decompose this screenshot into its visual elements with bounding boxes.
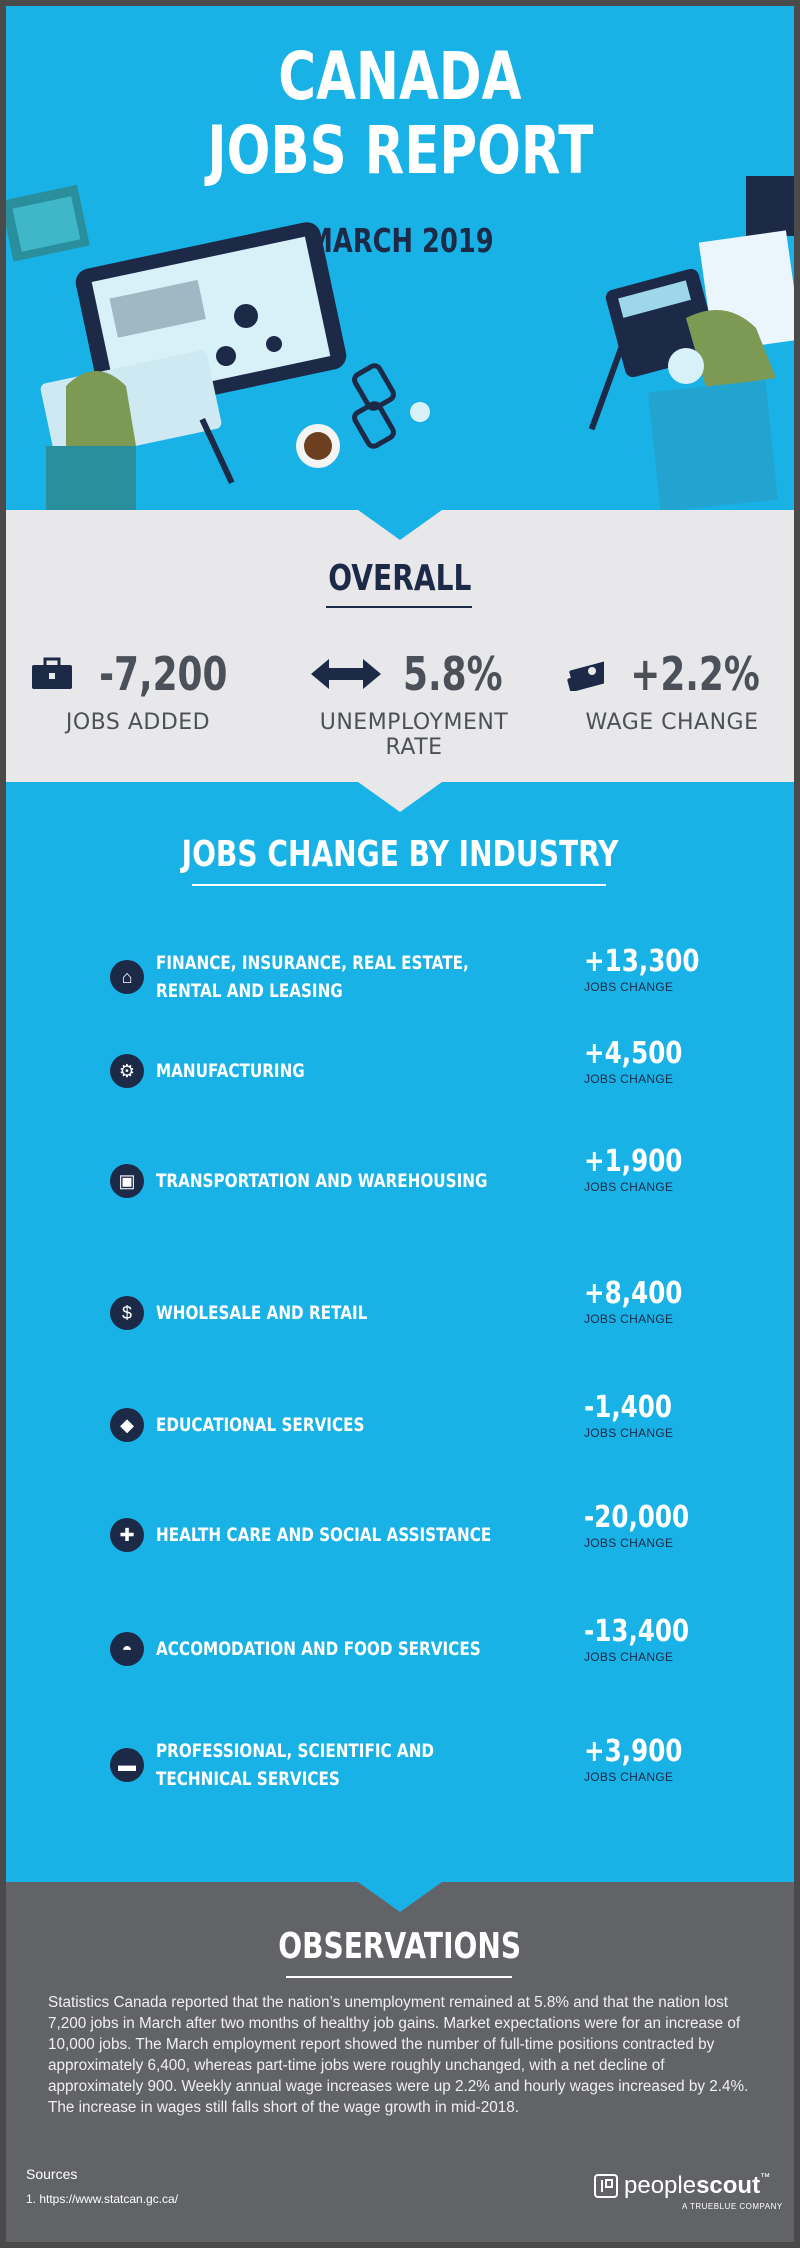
- peoplescout-logo: people scout ™ A TRUEBLUE COMPANY: [594, 2172, 783, 2211]
- jobs-change-label: JOBS CHANGE: [584, 1312, 674, 1326]
- industry-name-line2: RENTAL AND LEASING: [156, 980, 343, 1002]
- industry-name-line2: TECHNICAL SERVICES: [156, 1768, 340, 1790]
- jobs-change-value: -13,400: [584, 1614, 690, 1649]
- box-icon: ▣: [110, 1164, 144, 1198]
- hero-section: CANADA JOBS REPORT MARCH 2019: [6, 6, 794, 510]
- desk-illustration: [6, 176, 794, 510]
- briefcase-icon: ▬: [110, 1748, 144, 1782]
- notch-divider: [358, 782, 442, 812]
- jobs-change-label: JOBS CHANGE: [584, 1770, 674, 1784]
- money-stack-icon: [567, 659, 604, 691]
- food-cloche-icon: ◓: [110, 1632, 144, 1666]
- jobs-change-value: -20,000: [584, 1500, 690, 1535]
- observations-section: OBSERVATIONS Statistics Canada reported …: [6, 1882, 794, 2242]
- industry-name-line1: HEALTH CARE AND SOCIAL ASSISTANCE: [156, 1524, 492, 1546]
- price-tag-icon: $: [110, 1296, 144, 1330]
- observations-heading: OBSERVATIONS: [278, 1926, 522, 1967]
- jobs-change-label: JOBS CHANGE: [584, 1426, 674, 1440]
- jobs-change-label: JOBS CHANGE: [584, 1072, 674, 1086]
- jobs-change-value: +13,300: [584, 944, 700, 979]
- jobs-change-label: JOBS CHANGE: [584, 1180, 674, 1194]
- house-icon: ⌂: [110, 960, 144, 994]
- gear-icon: ⚙: [110, 1054, 144, 1088]
- heading-underline: [286, 1976, 512, 1978]
- industry-name-line1: FINANCE, INSURANCE, REAL ESTATE,: [156, 952, 469, 974]
- brand-name-part1: people: [624, 2172, 697, 2199]
- stat-label: UNEMPLOYMENT RATE: [319, 710, 509, 760]
- industry-name-line1: ACCOMODATION AND FOOD SERVICES: [156, 1638, 481, 1660]
- industry-name-line1: WHOLESALE AND RETAIL: [156, 1302, 368, 1324]
- double-arrow-icon: [311, 659, 382, 689]
- overall-heading: OVERALL: [328, 558, 472, 599]
- sources-label: Sources: [26, 2166, 78, 2182]
- infographic: CANADA JOBS REPORT MARCH 2019 OVERALL -7…: [6, 6, 794, 2242]
- source-link[interactable]: 1. https://www.statcan.gc.ca/: [26, 2192, 179, 2206]
- notch-divider: [358, 1882, 442, 1912]
- medical-cross-icon: ✚: [110, 1518, 144, 1552]
- graduation-cap-icon: ◆: [110, 1408, 144, 1442]
- industry-name-line1: PROFESSIONAL, SCIENTIFIC AND: [156, 1740, 435, 1762]
- overall-section: OVERALL -7,200 JOBS ADDED 5.8% UNEMPLOYM…: [6, 510, 794, 782]
- stat-value: -7,200: [98, 647, 228, 701]
- observations-body: Statistics Canada reported that the nati…: [48, 1994, 749, 2116]
- stat-unemployment-rate: 5.8% UNEMPLOYMENT RATE: [288, 648, 540, 760]
- industry-section: JOBS CHANGE BY INDUSTRY ⌂ FINANCE, INSUR…: [6, 782, 794, 1882]
- jobs-change-label: JOBS CHANGE: [584, 1650, 674, 1664]
- title-line-2: JOBS REPORT: [207, 112, 593, 189]
- briefcase-icon: [31, 657, 72, 689]
- stat-jobs-added: -7,200 JOBS ADDED: [28, 648, 248, 735]
- logo-mark-icon: [594, 2174, 618, 2198]
- stat-value: 5.8%: [403, 647, 503, 701]
- jobs-change-value: +1,900: [584, 1144, 683, 1179]
- industry-name-line1: EDUCATIONAL SERVICES: [156, 1414, 365, 1436]
- jobs-change-value: -1,400: [584, 1390, 673, 1425]
- brand-trademark: ™: [760, 2172, 771, 2183]
- industry-name-line1: MANUFACTURING: [156, 1060, 305, 1082]
- stat-label: JOBS ADDED: [65, 710, 211, 735]
- stat-wage-change: +2.2% WAGE CHANGE: [566, 648, 778, 735]
- brand-name-part2: scout: [696, 2172, 761, 2199]
- jobs-change-label: JOBS CHANGE: [584, 1536, 674, 1550]
- jobs-change-value: +3,900: [584, 1734, 683, 1769]
- title-line-1: CANADA: [278, 38, 522, 115]
- heading-underline: [326, 606, 472, 608]
- industry-heading: JOBS CHANGE BY INDUSTRY: [181, 834, 619, 875]
- stat-label: WAGE CHANGE: [585, 710, 759, 735]
- heading-underline: [192, 884, 606, 886]
- report-date: MARCH 2019: [306, 221, 494, 260]
- jobs-change-label: JOBS CHANGE: [584, 980, 674, 994]
- notch-divider: [358, 510, 442, 540]
- industry-name-line1: TRANSPORTATION AND WAREHOUSING: [156, 1170, 488, 1192]
- stat-value: +2.2%: [630, 647, 760, 701]
- brand-tagline: A TRUEBLUE COMPANY: [682, 2202, 783, 2211]
- jobs-change-value: +4,500: [584, 1036, 683, 1071]
- jobs-change-value: +8,400: [584, 1276, 683, 1311]
